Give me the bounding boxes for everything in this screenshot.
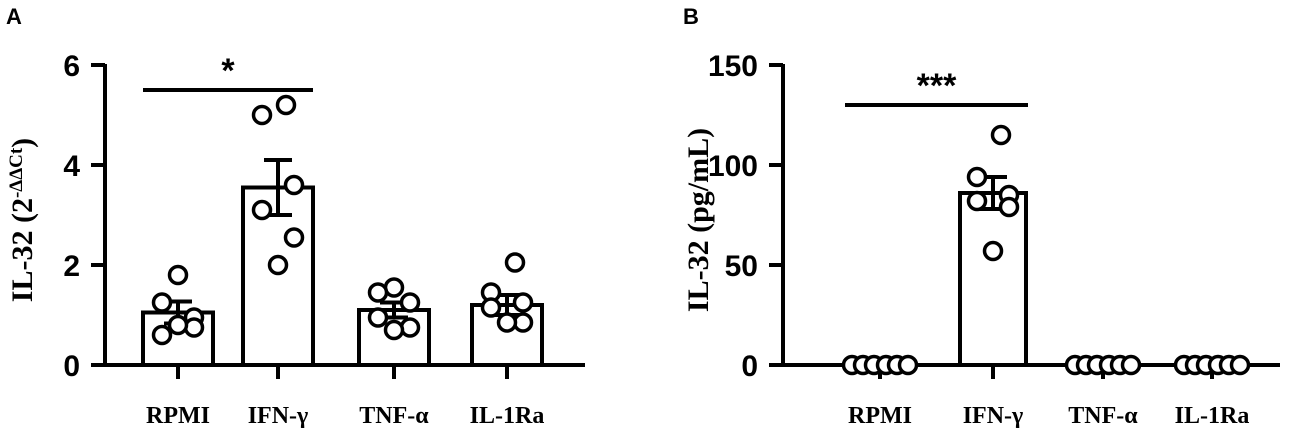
panel-label-a: A [6, 4, 22, 29]
significance-label-b: *** [917, 67, 957, 105]
bar-b [958, 191, 1028, 367]
y-axis-label-a-close: ) [6, 138, 39, 148]
data-point-a [183, 317, 205, 338]
data-point-a [480, 297, 502, 318]
data-point-a [251, 199, 273, 221]
data-point-a [167, 314, 189, 336]
category-label-a: TNF-α [359, 403, 429, 429]
data-point-b [897, 354, 919, 376]
category-label-b: RPMI [848, 403, 912, 429]
category-label-b: IFN-γ [963, 403, 1024, 429]
data-point-a [267, 254, 289, 276]
y-tick-label-b: 100 [708, 150, 758, 183]
category-label-b: IL-1Ra [1175, 403, 1250, 429]
chart-b: IL-32 (pg/mL) 0 50 100 150 RPMI IFN-γ TNF-α IL-… [682, 50, 1280, 429]
data-point-a [251, 104, 273, 126]
data-point-b [998, 196, 1020, 218]
y-axis-label-b: IL-32 (pg/mL) [682, 128, 715, 312]
data-point-a [399, 317, 421, 338]
significance-label-a: * [221, 52, 235, 90]
category-label-a: RPMI [146, 403, 210, 429]
data-point-a [367, 307, 389, 328]
data-point-b [1120, 354, 1142, 376]
y-axis-label-a-superscript: -ΔΔCt [6, 147, 27, 198]
data-point-b [990, 124, 1012, 146]
data-point-a [151, 292, 173, 313]
y-tick-label-a: 2 [63, 250, 80, 283]
y-tick-label-b: 150 [708, 50, 758, 83]
data-point-a [167, 264, 189, 286]
y-axis-label-a-text: IL-32 (2 [6, 198, 39, 302]
category-label-a: IL-1Ra [470, 403, 545, 429]
y-tick-label-a: 6 [63, 50, 80, 83]
data-point-a [283, 227, 305, 248]
data-point-a [496, 312, 518, 333]
data-point-a [275, 94, 297, 116]
category-label-a: IFN-γ [248, 403, 309, 429]
data-point-b [966, 166, 988, 188]
data-point-a [504, 252, 526, 273]
data-point-a [512, 292, 534, 313]
panel-label-b: B [683, 4, 699, 29]
data-point-a [367, 282, 389, 303]
chart-a: IL-32 (2-ΔΔCt) 0 2 4 6 RPMI IFN-γ TNF-α IL-1Ra * [6, 50, 585, 429]
data-point-b [966, 190, 988, 212]
data-point-a [151, 324, 173, 346]
y-tick-label-b: 0 [741, 350, 758, 383]
data-point-a [383, 319, 405, 341]
y-tick-label-a: 0 [63, 350, 80, 383]
data-point-a [399, 292, 421, 313]
y-tick-label-b: 50 [725, 250, 758, 283]
data-point-b [1229, 354, 1251, 376]
data-point-b [982, 240, 1004, 262]
data-point-a [283, 174, 305, 196]
y-tick-label-a: 4 [63, 150, 80, 183]
category-label-b: TNF-α [1068, 403, 1138, 429]
y-axis-label-a: IL-32 (2-ΔΔCt) [6, 138, 39, 302]
